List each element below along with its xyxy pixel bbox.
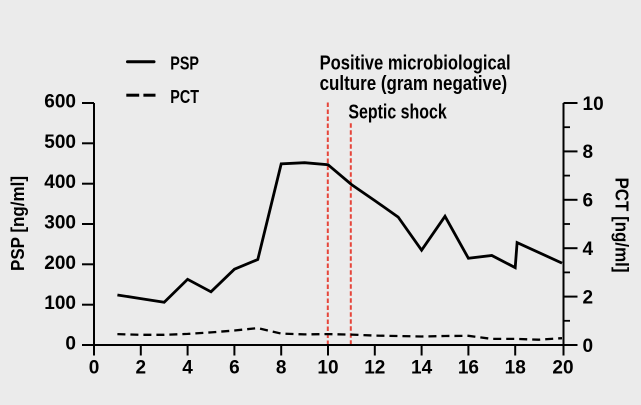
svg-text:18: 18 — [505, 358, 526, 379]
svg-text:PCT: PCT — [170, 86, 199, 107]
svg-text:10: 10 — [583, 94, 604, 115]
svg-text:PSP: PSP — [170, 53, 199, 74]
svg-text:6: 6 — [583, 191, 594, 212]
svg-text:12: 12 — [364, 358, 385, 379]
svg-text:16: 16 — [458, 358, 479, 379]
svg-text:8: 8 — [276, 358, 287, 379]
svg-text:4: 4 — [583, 239, 594, 260]
svg-text:500: 500 — [44, 132, 76, 153]
svg-text:0: 0 — [89, 358, 100, 379]
svg-text:4: 4 — [182, 358, 193, 379]
svg-text:8: 8 — [583, 142, 594, 163]
svg-text:10: 10 — [317, 358, 338, 379]
svg-text:20: 20 — [552, 358, 573, 379]
svg-text:culture (gram negative): culture (gram negative) — [320, 73, 508, 95]
svg-text:100: 100 — [44, 293, 76, 314]
svg-text:200: 200 — [44, 253, 76, 274]
svg-text:6: 6 — [229, 358, 240, 379]
svg-text:2: 2 — [136, 358, 147, 379]
svg-text:600: 600 — [44, 92, 76, 113]
svg-text:PCT [ng/ml]: PCT [ng/ml] — [612, 178, 633, 273]
svg-text:Septic shock: Septic shock — [348, 102, 447, 124]
svg-text:400: 400 — [44, 172, 76, 193]
svg-text:300: 300 — [44, 213, 76, 234]
svg-text:PSP [ng/ml]: PSP [ng/ml] — [7, 176, 28, 271]
svg-text:0: 0 — [65, 334, 76, 355]
svg-text:14: 14 — [411, 358, 433, 379]
svg-text:2: 2 — [583, 287, 594, 308]
svg-text:0: 0 — [583, 336, 594, 357]
svg-text:Positive microbiological: Positive microbiological — [320, 53, 511, 75]
